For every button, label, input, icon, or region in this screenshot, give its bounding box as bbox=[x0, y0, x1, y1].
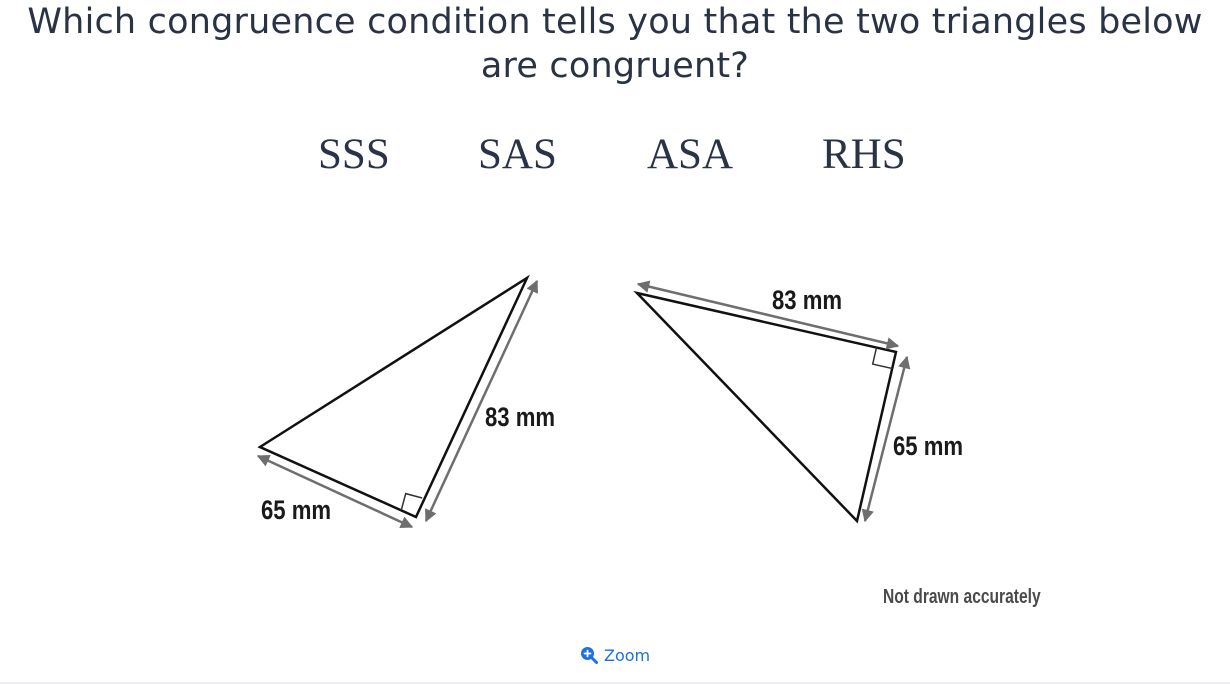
right-right-angle-marker bbox=[871, 347, 893, 370]
answer-options: SSS SAS ASA RHS bbox=[0, 128, 1230, 182]
zoom-button[interactable]: Zoom bbox=[580, 643, 650, 667]
right-leg-dimension-arrow bbox=[861, 355, 911, 523]
bottom-divider bbox=[0, 682, 1230, 684]
left-triangle-shape bbox=[257, 274, 530, 519]
right-triangle-shape bbox=[633, 290, 898, 524]
right-hypotenuse-dimension-arrow bbox=[636, 280, 900, 350]
option-rhs[interactable]: RHS bbox=[822, 131, 906, 178]
option-sas[interactable]: SAS bbox=[478, 131, 557, 178]
right-hypotenuse-label: 83 mm bbox=[772, 286, 842, 316]
left-leg-label: 65 mm bbox=[261, 496, 331, 526]
left-hypotenuse-dimension-arrow bbox=[424, 279, 539, 523]
question-text: Which congruence condition tells you tha… bbox=[27, 2, 1203, 86]
left-leg-dimension-arrow bbox=[256, 454, 414, 529]
option-asa[interactable]: ASA bbox=[647, 131, 734, 178]
zoom-label: Zoom bbox=[604, 645, 651, 665]
left-triangle: 65 mm 83 mm bbox=[256, 274, 555, 529]
not-drawn-accurately-note: Not drawn accurately bbox=[883, 585, 1041, 607]
right-triangle: 83 mm 65 mm bbox=[633, 280, 963, 524]
left-right-angle-marker bbox=[400, 492, 423, 511]
right-leg-label: 65 mm bbox=[893, 432, 963, 462]
left-hypotenuse-label: 83 mm bbox=[485, 403, 555, 433]
option-sss[interactable]: SSS bbox=[318, 131, 390, 178]
zoom-in-icon bbox=[580, 646, 598, 664]
